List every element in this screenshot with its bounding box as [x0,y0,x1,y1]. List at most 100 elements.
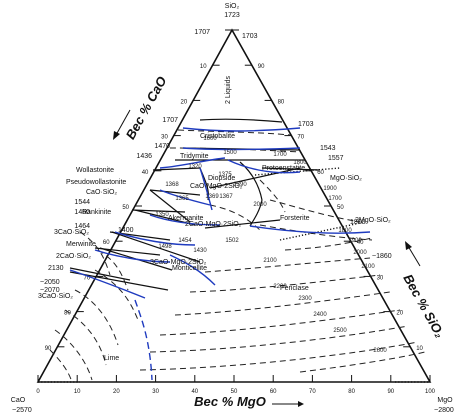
isotherm-2200 [174,291,391,316]
temp-t1703b: 1703 [298,121,314,128]
join-cs-mgo [149,189,191,223]
temp-t1707b: 1707 [162,117,178,124]
bottom-tick-label: 10 [74,389,81,395]
isotherm-label: 1430 [193,248,207,254]
isotherm-label: 2200 [273,284,287,290]
isotherm-label: 1700 [328,196,342,202]
join-merw [111,231,201,263]
temp-t1460: 1460 [74,209,90,216]
right-tick-label: 80 [278,99,285,105]
isotherm-forst-1600 [269,199,361,223]
forst-boundary [249,199,263,227]
cao-corner-temp: ~2570 [12,407,32,414]
cao-corner-label: CaO [11,397,26,404]
isotherm-label: 2000 [253,202,267,208]
temp-t1800: 1800 [350,219,366,226]
isotherm-left-1 [79,231,111,276]
bottom-tick-label: 30 [152,389,159,395]
isotherm-label: 2400 [313,312,327,318]
phase-label-aker: Akermanite [168,215,204,222]
phase-label-peri: Periclase [280,285,309,292]
phase-label-mont: Monticellite [172,265,207,272]
isotherm-label: 1900 [348,238,362,244]
bottom-tick-label: 20 [113,389,120,395]
right-tick-label: 60 [317,170,324,176]
isotherm-label: 1498 [158,244,172,250]
right-tick-label: 70 [297,135,304,141]
isotherm-label: 1390 [233,182,247,188]
blue-crist-trid [182,127,301,132]
hatched-ms [254,167,341,176]
temp-t2070: ~2070 [40,287,60,294]
right-tick-label: 40 [357,240,364,246]
c3s-boundary [69,267,131,281]
right-tick-label: 30 [377,275,384,281]
isotherm-2500 [139,341,419,371]
isotherm-label: 1502 [225,238,239,244]
bottom-tick-label: 100 [425,389,436,395]
temp-t2130: 2130 [48,265,64,272]
right-tick-label: 10 [416,346,423,352]
join-diop-prot [209,167,301,189]
phase-label-liq2: 2 Liquids [225,75,232,104]
isotherm-lime-4 [94,269,139,321]
phase-label-ms: MgO·SiO₂ [330,175,362,182]
sio2-axis-title: Вес % SiO₂ [400,272,447,341]
bottom-tick-label: 90 [387,389,394,395]
blue-lime-dash [134,299,153,381]
mgo-corner-label: MgO [437,397,453,404]
temp-t1544: 1544 [74,199,90,206]
right-tick-label: 90 [258,64,265,70]
blue-protoen [227,159,301,174]
temp-t1860: ~1860 [372,253,392,260]
isotherm-label: 2000 [353,250,367,256]
temp-t1464: 1464 [74,223,90,230]
blue-upper-field [182,147,301,151]
left-tick-label: 20 [181,99,188,105]
temp-t2050: ~2050 [40,279,60,286]
sio2-corner-temp: 1723 [224,12,240,19]
isotherm-curves [49,129,426,383]
isotherm-1600-upper [177,129,291,136]
sio2-axis-arrow [407,245,421,267]
ternary-triangle [36,28,432,383]
isotherm-label: 1369 [205,194,219,200]
isotherm-mid-1 [209,204,263,233]
phase-label-lime: Lime [104,355,119,362]
isotherm-label: 1800 [293,160,307,166]
mgo-corner-temp: ~2800 [434,407,454,414]
left-tick-label: 10 [200,64,207,70]
temp-t1543: 1543 [320,145,336,152]
left-tick-label: 60 [103,240,110,246]
temp-t1557: 1557 [328,155,344,162]
isotherm-label: 1350 [155,212,169,218]
left-tick-label: 50 [122,205,129,211]
bottom-tick-label: 0 [36,389,40,395]
phase-label-diop: Diopside [208,175,235,182]
right-tick-label: 20 [396,311,403,317]
phase-label-rank: Rankinite [82,209,111,216]
blue-aker [149,214,221,226]
isotherm-label: 2600 [373,348,387,354]
phase-label-crist: Cristobalite [200,133,235,140]
isotherm-2000 [204,257,371,273]
phase-label-m2s: 2MgO·SiO₂ [355,217,391,224]
woll-boundary [152,167,201,171]
blue-forst [249,225,371,234]
phase-label-c2ms2: 2CaO·MgO·2SiO₂ [185,221,242,228]
isotherm-labels: 1500 1600 1700 1800 1900 2000 2100 2200 2300 2400… [155,136,387,354]
isotherm-2300 [159,309,401,336]
blue-boundary-curves [69,127,371,381]
phase-label-cs: CaO·SiO₂ [86,189,117,196]
mgo-axis-title: Вес % MgO [194,394,266,409]
bottom-tick-label: 40 [191,389,198,395]
blue-merw [114,231,196,246]
cs-boundary [149,189,201,196]
bottom-tick-label: 50 [231,389,238,395]
phase-label-c3ms2: 3CaO·MgO·2SiO₂ [150,259,207,266]
isotherm-2400 [149,325,409,353]
isotherm-label: 1600 [203,136,217,142]
phase-label-forst: Forsterite [280,215,310,222]
isotherm-lime-2 [64,309,107,366]
